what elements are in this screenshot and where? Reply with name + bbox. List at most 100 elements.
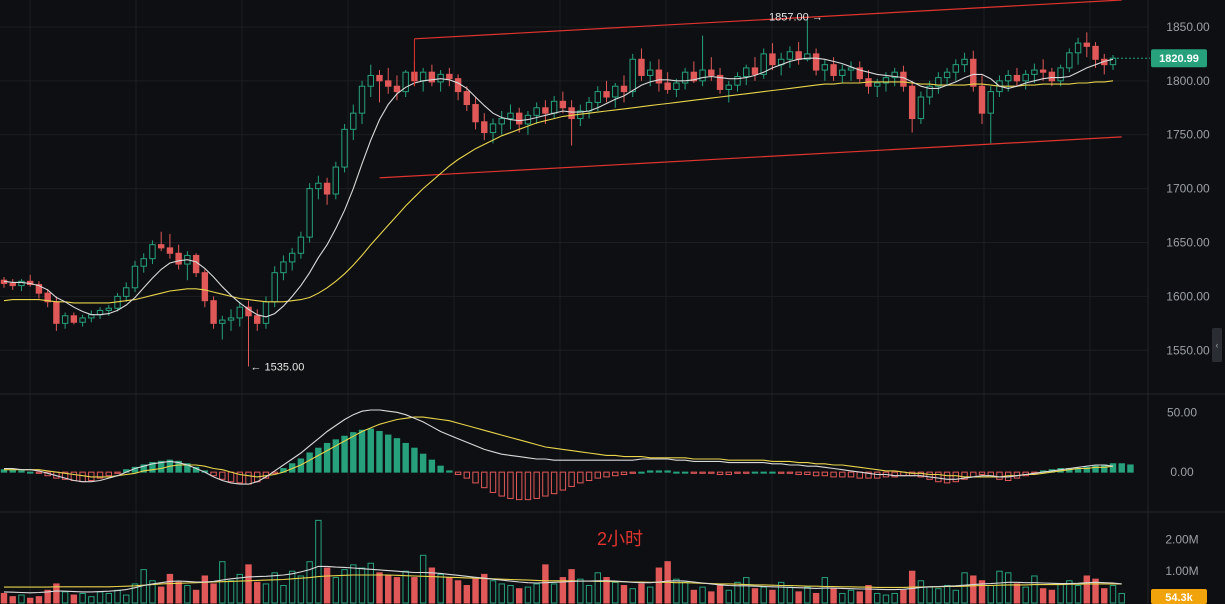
macd-histogram-bar <box>437 465 444 473</box>
candle-body <box>612 85 619 98</box>
candle <box>804 19 811 62</box>
candle-body <box>970 58 977 87</box>
volume-bar <box>271 572 278 604</box>
candle-body <box>463 91 471 106</box>
volume-bar <box>716 585 724 604</box>
macd-histogram-bar <box>690 471 698 474</box>
volume-bar <box>306 561 313 604</box>
volume-bar <box>804 586 811 604</box>
candle-body <box>1039 69 1047 73</box>
volume-bar <box>690 589 698 604</box>
volume-bar <box>1031 575 1038 604</box>
candle-body <box>821 64 829 71</box>
macd-histogram-bar <box>725 471 732 476</box>
candle <box>681 67 689 90</box>
price-axis[interactable]: 1550.00 1600.00 1650.00 1700.00 1750.00 1800.… <box>1165 20 1210 578</box>
candle-body <box>332 166 340 195</box>
candle <box>175 244 182 270</box>
macd-histogram-bar <box>655 470 663 473</box>
macd-histogram-bar <box>306 452 313 473</box>
macd-histogram-bar <box>227 471 235 483</box>
candle-body <box>1031 69 1038 75</box>
macd-histogram-bar <box>315 447 322 473</box>
candle <box>559 91 567 114</box>
macd-histogram-bar <box>996 471 1003 480</box>
candle <box>612 82 619 108</box>
volume-bar <box>777 581 785 604</box>
macd-histogram-bar <box>786 471 794 474</box>
volume-bar <box>638 583 645 604</box>
macd-histogram-bar <box>646 470 654 473</box>
macd-histogram-bar <box>577 471 584 484</box>
candle-body <box>690 71 698 82</box>
candle <box>734 72 741 92</box>
candle <box>489 118 497 144</box>
volume-bar <box>472 578 479 604</box>
volume-bar <box>1074 585 1082 604</box>
macd-histogram-bar <box>795 471 802 476</box>
macd-histogram-bar <box>18 470 25 473</box>
candle-body <box>315 182 322 190</box>
candle <box>463 86 471 112</box>
candle-body <box>961 58 968 66</box>
candle-body <box>61 315 69 324</box>
macd-histogram-bar <box>332 439 340 473</box>
macd-histogram-bar <box>79 471 86 483</box>
macd-histogram-bar <box>612 471 619 477</box>
volume-bar <box>454 580 462 604</box>
candle-body <box>673 82 680 90</box>
macd-histogram-bar <box>61 471 69 480</box>
candle-body <box>341 128 348 168</box>
macd-histogram-bar <box>1101 464 1108 473</box>
volume-bar <box>1118 592 1125 604</box>
macd-histogram-bar <box>350 432 357 473</box>
volume-panel[interactable] <box>0 519 1125 604</box>
candle-body <box>908 85 916 120</box>
macd-panel[interactable] <box>0 409 1134 501</box>
candle-body <box>175 252 182 265</box>
macd-histogram-bar <box>638 471 645 474</box>
candle <box>1013 67 1021 87</box>
candle <box>341 123 348 173</box>
volume-bar <box>1101 588 1108 604</box>
candle <box>323 177 331 205</box>
volume-bar <box>1013 583 1021 604</box>
chevron-left-icon[interactable]: ‹ <box>1212 328 1222 362</box>
macd-histogram-bar <box>358 429 366 473</box>
volume-bar <box>157 586 165 604</box>
macd-histogram-bar <box>385 434 392 473</box>
candle-body <box>664 82 671 90</box>
candle <box>725 80 732 103</box>
candle-body <box>900 71 907 87</box>
candle <box>1074 37 1082 65</box>
candle <box>568 100 575 146</box>
volume-bar <box>856 591 863 604</box>
candle <box>271 266 278 308</box>
macd-histogram-bar <box>673 471 680 474</box>
candle <box>507 104 514 130</box>
volume-bar <box>577 578 584 604</box>
candle-body <box>515 112 523 125</box>
candle <box>70 312 78 325</box>
macd-line <box>4 409 1114 485</box>
volume-bar <box>734 581 741 604</box>
candle <box>428 64 436 87</box>
volume-tick-label: 2.00M <box>1165 532 1198 546</box>
candle-body <box>385 80 392 87</box>
candle <box>978 75 986 124</box>
volume-bar <box>629 588 636 604</box>
price-panel[interactable] <box>0 0 1150 367</box>
candle <box>61 312 69 329</box>
volume-bar <box>192 589 200 604</box>
volume-bar <box>987 585 994 604</box>
volume-bar <box>769 589 776 604</box>
candle-body <box>681 71 689 84</box>
macd-histogram-bar <box>157 460 165 473</box>
candle-body <box>638 58 645 76</box>
candle-body <box>472 104 479 123</box>
macd-histogram-bar <box>708 471 715 474</box>
candle <box>760 48 767 79</box>
candle <box>385 67 392 94</box>
